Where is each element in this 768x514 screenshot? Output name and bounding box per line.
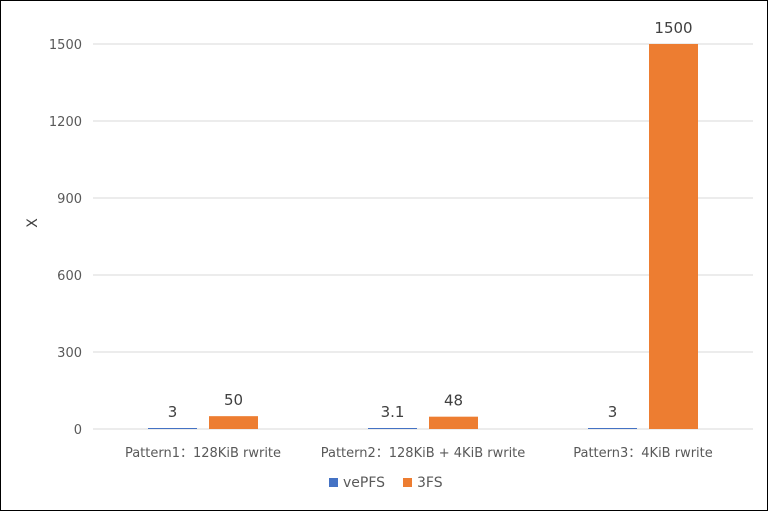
x-axis-categories: Pattern1：128KiB rwrite Pattern2：128KiB + … [125,446,713,461]
data-label: 50 [224,391,243,409]
bars [148,44,698,429]
y-tick-label: 1500 [49,38,82,53]
data-labels: 3 50 3.1 48 3 1500 [168,19,693,421]
legend-label-3fs: 3FS [417,475,443,491]
data-label: 3 [168,403,178,421]
x-category-label: Pattern1：128KiB rwrite [125,446,281,461]
y-tick-label: 300 [57,346,82,361]
data-label: 3 [608,403,618,421]
y-axis-title: X [25,218,41,228]
legend-swatch-vepfs [329,478,338,487]
gridlines [93,43,753,430]
bar-vepfs-1 [148,428,197,429]
x-category-label: Pattern2：128KiB + 4KiB rwrite [321,446,526,461]
y-tick-label: 600 [57,269,82,284]
bar-3fs-1 [209,416,258,429]
bar-vepfs-2 [368,428,417,429]
data-label: 3.1 [381,403,405,421]
data-label: 48 [444,392,463,410]
bar-vepfs-3 [588,428,637,429]
legend: vePFS 3FS [329,475,443,491]
x-category-label: Pattern3：4KiB rwrite [573,446,713,461]
y-tick-label: 900 [57,192,82,207]
y-tick-label: 0 [74,423,82,438]
bar-3fs-3 [649,44,698,429]
y-axis-ticks: 0 300 600 900 1200 1500 [49,38,82,438]
bar-3fs-2 [429,416,478,429]
data-label: 1500 [654,19,692,37]
legend-label-vepfs: vePFS [343,475,385,491]
legend-swatch-3fs [403,478,412,487]
y-tick-label: 1200 [49,115,82,130]
